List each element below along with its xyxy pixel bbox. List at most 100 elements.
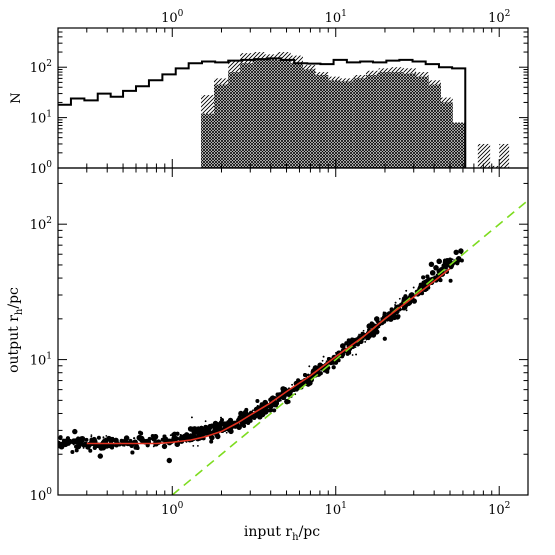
scatter-point (379, 324, 382, 327)
histogram-bar (353, 78, 366, 168)
scatter-point (305, 381, 311, 387)
scatter-point (442, 260, 447, 265)
scatter-point (325, 360, 328, 363)
scatter-point (326, 371, 328, 374)
scatter-point (180, 435, 183, 438)
scatter-point (90, 438, 97, 444)
scatter-point (321, 359, 324, 362)
scatter-point (166, 457, 172, 464)
y-tick-label: 101 (30, 110, 52, 127)
histogram-outline-series (58, 57, 467, 168)
scatter-point (418, 282, 423, 287)
scatter-point (298, 386, 301, 389)
y-tick-label: 100 (30, 487, 53, 504)
scatter-point (175, 436, 179, 441)
scatter-point (323, 370, 325, 373)
scatter-point (141, 438, 146, 443)
scatter-point (435, 273, 438, 276)
scatter-point (135, 446, 140, 450)
scatter-axes: 100 101 102 100 101 102 (30, 168, 528, 518)
scatter-point (58, 436, 63, 441)
scatter-point (220, 416, 222, 419)
scatter-point (421, 275, 426, 280)
scatter-point (412, 286, 415, 289)
scatter-y-label: output rh/pc (6, 287, 25, 373)
scatter-point (459, 258, 464, 263)
scatter-point (340, 343, 346, 349)
x-tick-label: 101 (325, 501, 347, 518)
scatter-point (60, 443, 62, 446)
scatter-point (210, 425, 213, 428)
scatter-point (442, 265, 447, 270)
histogram-bar (477, 143, 491, 168)
histogram-bar (228, 72, 241, 168)
x-tick-label: 101 (325, 9, 347, 26)
scatter-point (85, 442, 88, 445)
scatter-point (351, 354, 354, 356)
histogram-bar (440, 102, 453, 168)
scatter-point (448, 278, 453, 283)
scatter-point (275, 392, 280, 397)
histogram-bar (277, 59, 291, 168)
histogram-bar (290, 63, 303, 168)
scatter-point (207, 430, 210, 432)
scatter-point (276, 397, 281, 402)
scatter-point (191, 426, 198, 432)
scatter-points (58, 248, 464, 464)
scatter-point (97, 444, 99, 446)
scatter-point (458, 248, 464, 254)
scatter-point (225, 431, 228, 434)
scatter-point (269, 410, 272, 413)
scatter-point (152, 434, 159, 440)
scatter-frame (57, 167, 529, 496)
scatter-point (58, 444, 62, 449)
scatter-point (403, 294, 408, 299)
x-tick-label: 102 (488, 9, 510, 26)
scatter-point (110, 445, 114, 450)
scatter-point (446, 258, 452, 264)
scatter-point (284, 398, 290, 405)
scatter-point (136, 435, 142, 441)
scatter-point (255, 399, 260, 403)
scatter-point (209, 439, 214, 444)
scatter-point (275, 404, 277, 407)
scatter-point (394, 314, 401, 320)
scatter-point (61, 438, 66, 443)
scatter-point (175, 431, 180, 436)
scatter-point (366, 335, 371, 340)
scatter-point (244, 407, 249, 412)
scatter-point (433, 265, 439, 271)
scatter-lines (86, 199, 528, 495)
scatter-point (306, 374, 309, 377)
histogram-bar (201, 113, 214, 168)
scatter-point (252, 409, 254, 412)
histogram-bar (240, 63, 253, 168)
scatter-point (218, 423, 221, 426)
scatter-panel: 100 101 102 100 101 102 input rh/pc output rh… (6, 167, 529, 543)
scatter-point (179, 434, 182, 436)
scatter-point (362, 329, 365, 332)
scatter-point (204, 420, 207, 423)
scatter-point (377, 325, 379, 328)
scatter-point (291, 389, 293, 391)
scatter-point (326, 357, 331, 361)
scatter-point (141, 439, 143, 442)
scatter-point (84, 437, 89, 442)
scatter-point (438, 278, 443, 283)
scatter-point (161, 443, 168, 450)
scatter-point (152, 445, 155, 448)
scatter-point (187, 426, 194, 432)
scatter-point (226, 420, 232, 426)
scatter-point (430, 270, 436, 276)
scatter-point (382, 311, 387, 316)
scatter-point (365, 338, 368, 341)
scatter-point (209, 434, 215, 441)
scatter-point (215, 422, 220, 427)
scatter-point (308, 365, 311, 368)
scatter-point (88, 448, 93, 453)
scatter-point (312, 365, 319, 371)
y-tick-label: 101 (30, 352, 52, 369)
scatter-point (411, 298, 417, 304)
scatter-point (358, 333, 360, 336)
